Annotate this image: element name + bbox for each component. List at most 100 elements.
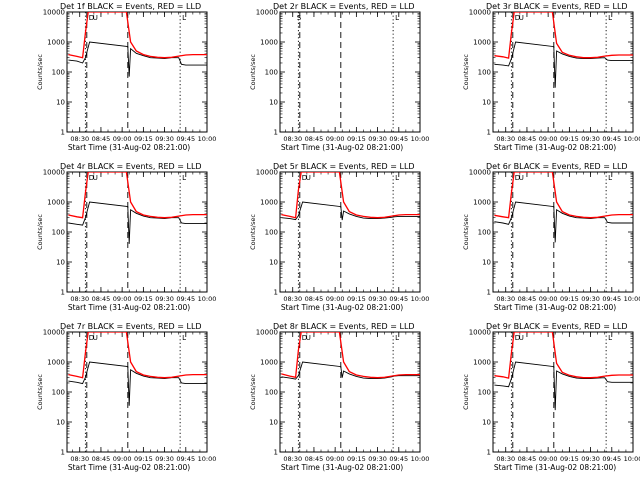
x-tick-label: 10:00: [411, 135, 430, 143]
event-marker-label: L: [608, 14, 612, 22]
y-tick-label: 10000: [469, 329, 491, 337]
detector-panel: 1 10 100 1000 10000 08:30 08:45 09:00 09:15 09:30…: [426, 160, 640, 320]
series-line: [494, 41, 633, 88]
y-tick-label: 10: [269, 419, 278, 427]
event-marker-label: U: [519, 334, 524, 342]
series-line: [494, 332, 633, 379]
plot-frame: [66, 171, 208, 293]
x-tick-label: 08:30: [496, 295, 515, 303]
y-tick-label: 10: [56, 419, 65, 427]
event-marker-label: D: [515, 334, 520, 342]
event-marker-label: D: [89, 14, 94, 22]
plot-frame: [279, 11, 421, 133]
y-tick-label: 1: [61, 129, 65, 137]
x-axis-label: Start Time (31-Aug-02 08:21:00): [281, 143, 403, 152]
panel-title: Det 6r BLACK = Events, RED = LLD: [486, 162, 628, 171]
y-axis-label: Counts/sec: [462, 214, 470, 250]
plot-frame: [492, 331, 634, 453]
plot-frame: [492, 11, 634, 133]
x-tick-label: 08:30: [496, 135, 515, 143]
x-tick-label: 09:30: [155, 455, 174, 463]
event-marker-label: D: [89, 334, 94, 342]
event-marker-label: U: [306, 334, 311, 342]
y-tick-label: 1: [487, 129, 491, 137]
x-tick-label: 09:00: [539, 135, 558, 143]
y-tick-label: 10000: [43, 329, 65, 337]
x-axis-label: Start Time (31-Aug-02 08:21:00): [68, 303, 190, 312]
x-tick-label: 09:15: [560, 295, 579, 303]
event-marker-label: L: [182, 334, 186, 342]
x-tick-label: 09:45: [602, 455, 621, 463]
chart-svg: 1 10 100 1000 10000 08:30 08:45 09:00 09:15 09:30…: [462, 322, 640, 472]
chart-svg: 1 10 100 1000 10000 08:30 08:45 09:00 09:15 09:30…: [249, 2, 429, 152]
series-line: [281, 172, 420, 219]
series-line: [68, 12, 207, 59]
x-tick-label: 09:45: [389, 455, 408, 463]
detector-panel: 1 10 100 1000 10000 08:30 08:45 09:00 09:15 09:30…: [426, 0, 640, 160]
panel-title: Det 5r BLACK = Events, RED = LLD: [273, 162, 415, 171]
y-tick-label: 1: [61, 289, 65, 297]
event-marker-label: U: [306, 174, 311, 182]
y-axis-label: Counts/sec: [36, 214, 44, 250]
event-marker-label: L: [395, 174, 399, 182]
chart-svg: 1 10 100 1000 10000 08:30 08:45 09:00 09:15 09:30…: [249, 322, 429, 472]
y-tick-label: 100: [478, 389, 491, 397]
panel-title: Det 8r BLACK = Events, RED = LLD: [273, 322, 415, 331]
event-marker-label: L: [608, 174, 612, 182]
detector-panel: 1 10 100 1000 10000 08:30 08:45 09:00 09:15 09:30…: [426, 320, 640, 480]
x-tick-label: 08:30: [70, 455, 89, 463]
y-tick-label: 10000: [43, 9, 65, 17]
detector-panel: 1 10 100 1000 10000 08:30 08:45 09:00 09:15 09:30…: [0, 0, 216, 160]
x-tick-label: 08:30: [283, 135, 302, 143]
x-axis-label: Start Time (31-Aug-02 08:21:00): [494, 463, 616, 472]
plot-frame: [492, 171, 634, 293]
event-marker-label: D: [515, 174, 520, 182]
chart-svg: 1 10 100 1000 10000 08:30 08:45 09:00 09:15 09:30…: [249, 162, 429, 312]
series-line: [494, 201, 633, 243]
x-tick-label: 09:30: [581, 295, 600, 303]
series-line: [68, 332, 207, 379]
plot-frame: [279, 171, 421, 293]
x-tick-label: 09:45: [389, 295, 408, 303]
series-line: [281, 361, 420, 380]
x-tick-label: 08:45: [92, 135, 111, 143]
event-marker-label: L: [182, 174, 186, 182]
series-line: [494, 12, 633, 59]
x-tick-label: 10:00: [198, 295, 217, 303]
panel-title: Det 1f BLACK = Events, RED = LLD: [60, 2, 201, 11]
x-tick-label: 09:15: [347, 295, 366, 303]
x-tick-label: 08:45: [518, 455, 537, 463]
x-axis-label: Start Time (31-Aug-02 08:21:00): [281, 303, 403, 312]
x-tick-label: 08:30: [283, 455, 302, 463]
x-axis-label: Start Time (31-Aug-02 08:21:00): [68, 463, 190, 472]
x-tick-label: 09:15: [134, 455, 153, 463]
y-tick-label: 1: [487, 449, 491, 457]
plot-frame: [279, 331, 421, 453]
y-tick-label: 100: [265, 389, 278, 397]
x-tick-label: 09:15: [134, 135, 153, 143]
chart-svg: 1 10 100 1000 10000 08:30 08:45 09:00 09:15 09:30…: [36, 322, 216, 472]
y-tick-label: 100: [478, 229, 491, 237]
y-tick-label: 1: [274, 449, 278, 457]
x-tick-label: 08:30: [70, 295, 89, 303]
y-tick-label: 10: [482, 419, 491, 427]
y-axis-label: Counts/sec: [462, 54, 470, 90]
x-tick-label: 09:00: [326, 135, 345, 143]
y-tick-label: 1000: [473, 199, 491, 207]
event-marker-label: D: [89, 174, 94, 182]
y-tick-label: 10000: [469, 9, 491, 17]
y-tick-label: 1000: [47, 199, 65, 207]
y-axis-label: Counts/sec: [249, 374, 257, 410]
y-axis-label: Counts/sec: [249, 214, 257, 250]
x-tick-label: 09:30: [368, 455, 387, 463]
event-marker-label: D: [515, 14, 520, 22]
y-tick-label: 1000: [473, 39, 491, 47]
x-tick-label: 10:00: [198, 455, 217, 463]
x-axis-label: Start Time (31-Aug-02 08:21:00): [494, 303, 616, 312]
y-tick-label: 1000: [47, 359, 65, 367]
x-tick-label: 09:00: [326, 455, 345, 463]
x-tick-label: 09:30: [155, 135, 174, 143]
series-line: [281, 332, 420, 379]
y-tick-label: 1000: [260, 359, 278, 367]
y-tick-label: 100: [478, 69, 491, 77]
